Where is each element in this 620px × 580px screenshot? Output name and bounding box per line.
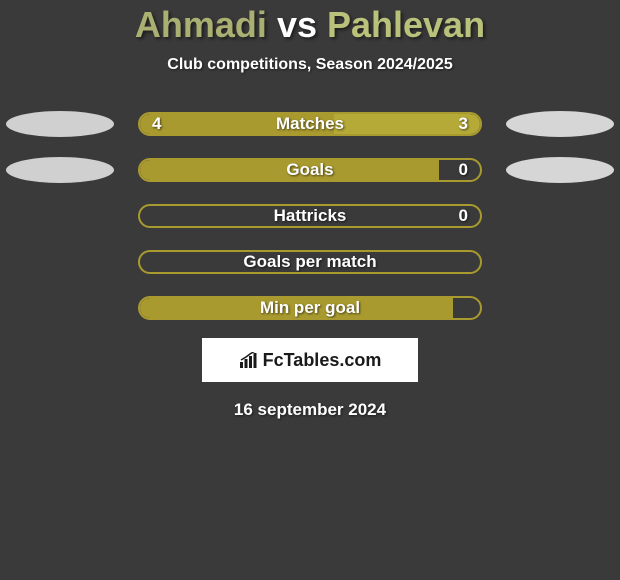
title-vs: vs <box>277 4 327 45</box>
stat-value-left: 4 <box>152 114 161 134</box>
stat-label: Goals <box>140 160 480 180</box>
stat-bar: Hattricks0 <box>138 204 482 228</box>
logo-text: FcTables.com <box>263 350 382 371</box>
logo: FcTables.com <box>239 350 382 371</box>
stat-bar: Matches4 3 <box>138 112 482 136</box>
stat-bar: Goals0 <box>138 158 482 182</box>
page-title: Ahmadi vs Pahlevan <box>135 4 485 46</box>
stat-row: Matches4 3 <box>0 112 620 136</box>
stat-row: Min per goal <box>0 296 620 320</box>
stat-bar: Goals per match <box>138 250 482 274</box>
stat-value-right: 0 <box>459 206 468 226</box>
stat-label: Goals per match <box>140 252 480 272</box>
comparison-infographic: Ahmadi vs Pahlevan Club competitions, Se… <box>0 0 620 580</box>
stat-label: Matches <box>140 114 480 134</box>
subtitle: Club competitions, Season 2024/2025 <box>167 56 452 74</box>
title-player-left: Ahmadi <box>135 4 267 45</box>
stat-row: Goals per match <box>0 250 620 274</box>
player-marker-right <box>506 157 614 183</box>
stat-bar: Min per goal <box>138 296 482 320</box>
stat-row: Hattricks0 <box>0 204 620 228</box>
stat-row: Goals0 <box>0 158 620 182</box>
stat-label: Min per goal <box>140 298 480 318</box>
logo-box: FcTables.com <box>202 338 418 382</box>
stat-label: Hattricks <box>140 206 480 226</box>
player-marker-right <box>506 111 614 137</box>
player-marker-left <box>6 157 114 183</box>
stats-rows: Matches43Goals0Hattricks0Goals per match… <box>0 112 620 320</box>
stat-value-right: 3 <box>459 114 468 134</box>
bar-chart-icon <box>239 352 259 368</box>
title-player-right: Pahlevan <box>327 4 485 45</box>
date: 16 september 2024 <box>234 400 386 420</box>
player-marker-left <box>6 111 114 137</box>
stat-value-right: 0 <box>459 160 468 180</box>
